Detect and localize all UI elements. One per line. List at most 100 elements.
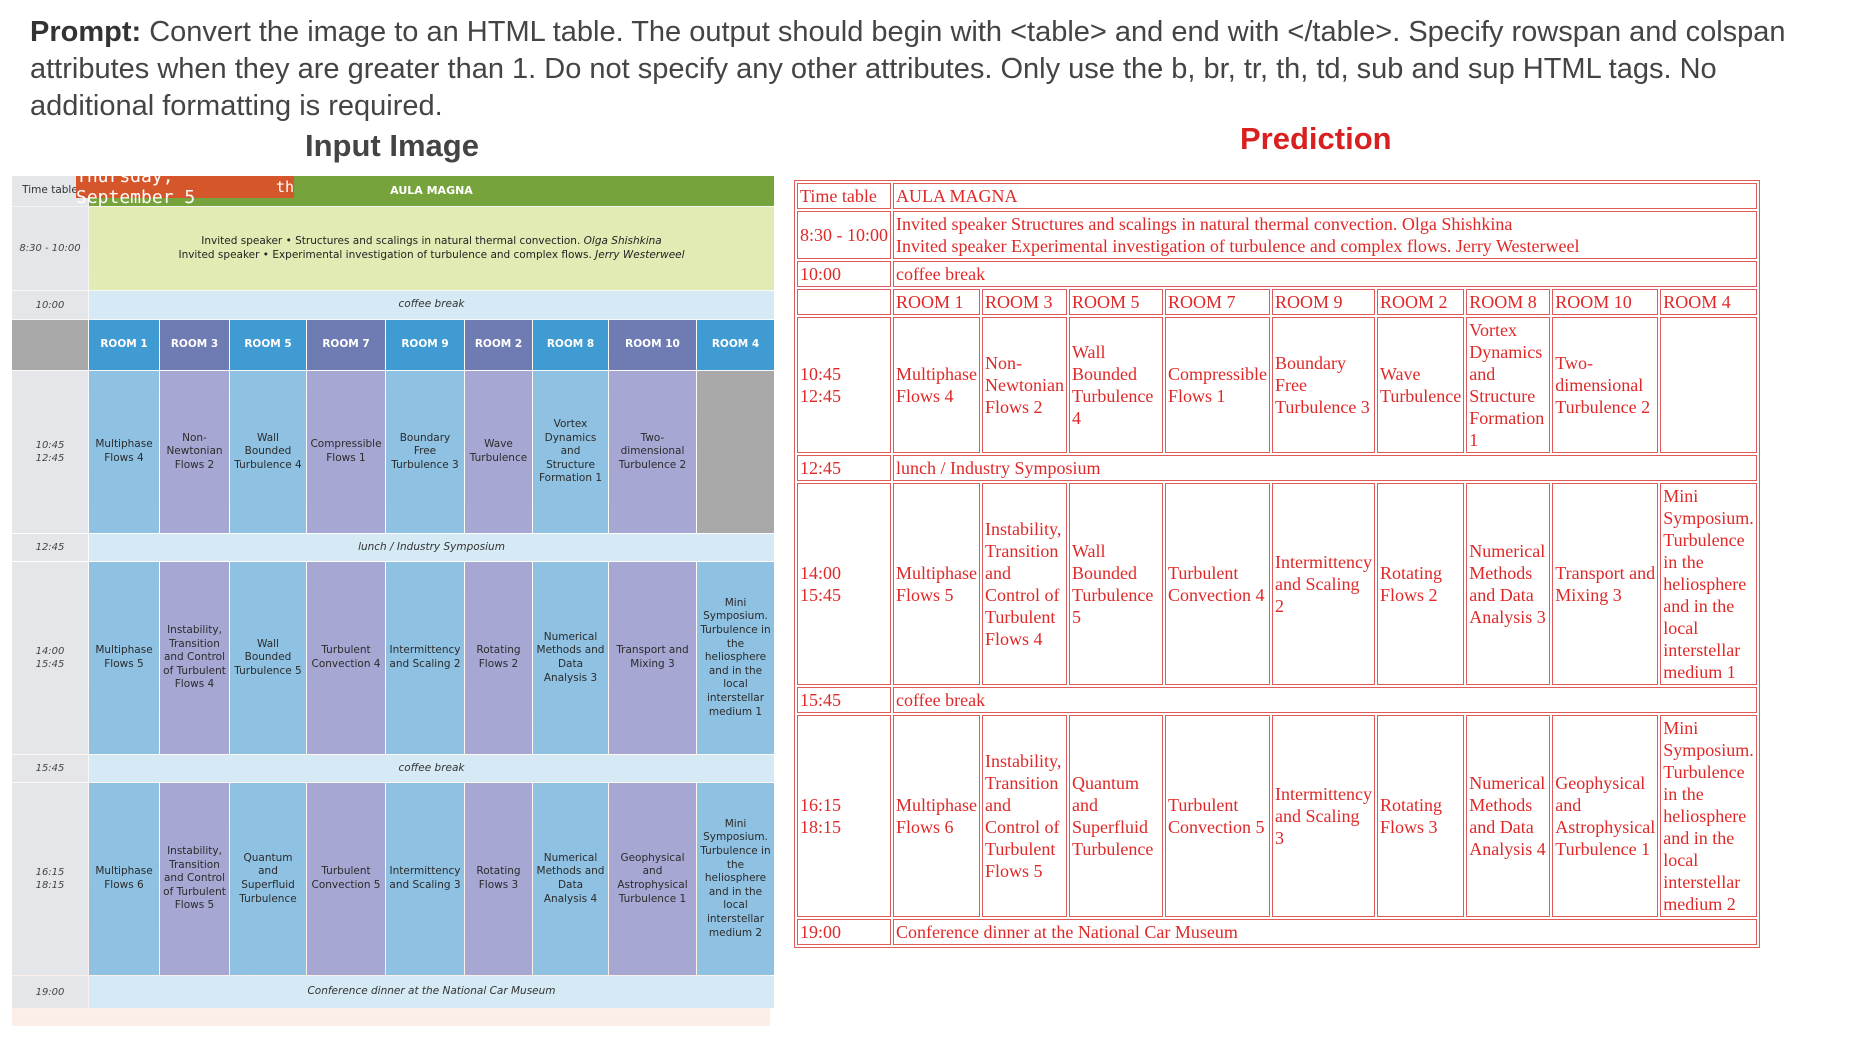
- input-session-empty: [697, 371, 774, 533]
- pred-cell-empty: [797, 289, 891, 315]
- pred-cell: Multiphase Flows 5: [893, 483, 980, 685]
- prediction-table: Time table AULA MAGNA 8:30 - 10:00 Invit…: [794, 180, 1760, 948]
- input-time-2: 10:00: [12, 291, 88, 319]
- input-session-cell: Numerical Methods and Data Analysis 3: [533, 562, 608, 754]
- pred-room-cell: ROOM 4: [1660, 289, 1757, 315]
- input-session-cell: Wall Bounded Turbulence 5: [230, 562, 306, 754]
- pred-cell: coffee break: [893, 687, 1757, 713]
- input-time-3: 10:45 12:45: [12, 371, 88, 533]
- input-session-cell: Boundary Free Turbulence 3: [386, 371, 464, 533]
- pred-room-cell: ROOM 8: [1466, 289, 1551, 315]
- pred-cell: Invited speaker Structures and scalings …: [893, 211, 1757, 259]
- input-invited: Invited speaker • Structures and scaling…: [89, 207, 774, 290]
- pred-cell: Conference dinner at the National Car Mu…: [893, 919, 1757, 945]
- table-row: 10:00 coffee break: [797, 261, 1757, 287]
- input-room-header: ROOM 10: [609, 320, 696, 370]
- pred-cell: 16:15 18:15: [797, 715, 891, 917]
- pred-cell: AULA MAGNA: [893, 183, 1757, 209]
- pred-room-cell: ROOM 1: [893, 289, 980, 315]
- input-coffee-2: coffee break: [89, 755, 774, 782]
- pred-cell: Wave Turbulence: [1376, 317, 1465, 453]
- pred-cell: Time table: [797, 183, 891, 209]
- pred-cell: Quantum and Superfluid Turbulence: [1068, 715, 1163, 917]
- pred-cell: 10:45 12:45: [797, 317, 891, 453]
- table-row: 8:30 - 10:00 Invited speaker Structures …: [797, 211, 1757, 259]
- pred-cell: Boundary Free Turbulence 3: [1271, 317, 1375, 453]
- pred-cell: Multiphase Flows 6: [893, 715, 980, 917]
- pred-room-cell: ROOM 9: [1271, 289, 1375, 315]
- pred-cell: 14:00 15:45: [797, 483, 891, 685]
- table-row: 14:00 15:45 Multiphase Flows 5 Instabilit…: [797, 483, 1757, 685]
- input-time-4: 12:45: [12, 534, 88, 561]
- input-room-header: ROOM 9: [386, 320, 464, 370]
- input-room-header: ROOM 8: [533, 320, 608, 370]
- input-session-cell: Wave Turbulence: [465, 371, 532, 533]
- input-session-cell: Wall Bounded Turbulence 4: [230, 371, 306, 533]
- input-room-header: ROOM 3: [160, 320, 229, 370]
- table-row: 15:45 coffee break: [797, 687, 1757, 713]
- input-coffee-1: coffee break: [89, 291, 774, 319]
- table-row: 12:45 lunch / Industry Symposium: [797, 455, 1757, 481]
- pred-cell: Vortex Dynamics and Structure Formation …: [1466, 317, 1551, 453]
- input-image-title: Input Image: [305, 128, 479, 163]
- pred-invited-1: Invited speaker Structures and scalings …: [896, 214, 1513, 234]
- input-timetable-label: Time table: [12, 176, 88, 206]
- input-session-cell: Mini Symposium. Turbulence in the helios…: [697, 783, 774, 975]
- input-time-1: 8:30 - 10:00: [12, 207, 88, 290]
- pred-cell: Non-Newtonian Flows 2: [982, 317, 1067, 453]
- table-row: 10:45 12:45 Multiphase Flows 4 Non-Newton…: [797, 317, 1757, 453]
- input-time-7: 16:15 18:15: [12, 783, 88, 975]
- input-session-cell: Mini Symposium. Turbulence in the helios…: [697, 562, 774, 754]
- pred-room-cell: ROOM 2: [1376, 289, 1465, 315]
- pred-cell: Numerical Methods and Data Analysis 3: [1466, 483, 1551, 685]
- input-room-header: ROOM 2: [465, 320, 532, 370]
- input-session-cell: Geophysical and Astrophysical Turbulence…: [609, 783, 696, 975]
- input-session-cell: Instability, Transition and Control of T…: [160, 783, 229, 975]
- table-row: ROOM 1 ROOM 3 ROOM 5 ROOM 7 ROOM 9 ROOM …: [797, 289, 1757, 315]
- pred-cell: coffee break: [893, 261, 1757, 287]
- prompt-body: Convert the image to an HTML table. The …: [30, 16, 1786, 122]
- pred-cell: Turbulent Convection 5: [1164, 715, 1270, 917]
- pred-room-cell: ROOM 10: [1552, 289, 1659, 315]
- pred-cell: 15:45: [797, 687, 891, 713]
- pred-cell: 10:00: [797, 261, 891, 287]
- prediction-panel: Time table AULA MAGNA 8:30 - 10:00 Invit…: [794, 180, 1760, 948]
- pred-cell: Transport and Mixing 3: [1552, 483, 1659, 685]
- input-room-header: ROOM 7: [307, 320, 385, 370]
- input-invited-1: Invited speaker • Structures and scaling…: [201, 234, 662, 247]
- pred-cell: Mini Symposium. Turbulence in the helios…: [1660, 715, 1757, 917]
- prompt-text: Prompt: Convert the image to an HTML tab…: [30, 14, 1830, 125]
- pred-cell: 8:30 - 10:00: [797, 211, 891, 259]
- pred-cell: Rotating Flows 3: [1376, 715, 1465, 917]
- input-room-header: ROOM 5: [230, 320, 306, 370]
- pred-cell: Two-dimensional Turbulence 2: [1552, 317, 1659, 453]
- pred-cell: Intermittency and Scaling 3: [1271, 715, 1375, 917]
- pred-cell: lunch / Industry Symposium: [893, 455, 1757, 481]
- input-session-cell: Intermittency and Scaling 2: [386, 562, 464, 754]
- pred-cell: Instability, Transition and Control of T…: [982, 483, 1067, 685]
- input-session-cell: Multiphase Flows 5: [89, 562, 159, 754]
- input-session-cell: Turbulent Convection 4: [307, 562, 385, 754]
- table-row: Time table AULA MAGNA: [797, 183, 1757, 209]
- input-time-8: 19:00: [12, 976, 88, 1008]
- pred-cell: Geophysical and Astrophysical Turbulence…: [1552, 715, 1659, 917]
- pred-room-cell: ROOM 7: [1164, 289, 1270, 315]
- pred-cell-empty: [1660, 317, 1757, 453]
- pred-cell: Intermittency and Scaling 2: [1271, 483, 1375, 685]
- input-session-cell: Intermittency and Scaling 3: [386, 783, 464, 975]
- input-session-cell: Non-Newtonian Flows 2: [160, 371, 229, 533]
- input-time-6: 15:45: [12, 755, 88, 782]
- pred-cell: 12:45: [797, 455, 891, 481]
- input-session-cell: Compressible Flows 1: [307, 371, 385, 533]
- input-session-cell: Rotating Flows 2: [465, 562, 532, 754]
- input-session-cell: Transport and Mixing 3: [609, 562, 696, 754]
- pred-cell: Wall Bounded Turbulence 4: [1068, 317, 1163, 453]
- input-time-5: 14:00 15:45: [12, 562, 88, 754]
- pred-room-cell: ROOM 3: [982, 289, 1067, 315]
- input-session-cell: Numerical Methods and Data Analysis 4: [533, 783, 608, 975]
- input-session-cell: Two-dimensional Turbulence 2: [609, 371, 696, 533]
- pred-cell: Turbulent Convection 4: [1164, 483, 1270, 685]
- input-invited-2: Invited speaker • Experimental investiga…: [178, 248, 685, 261]
- pred-cell: 19:00: [797, 919, 891, 945]
